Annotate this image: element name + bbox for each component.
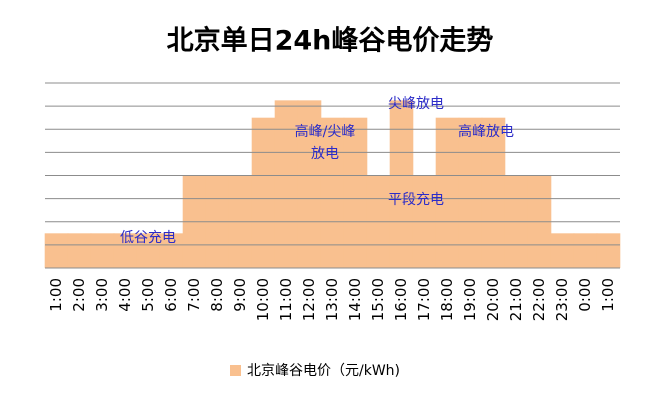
step-segment bbox=[596, 233, 621, 268]
legend-label: 北京峰谷电价（元/kWh) bbox=[247, 363, 400, 379]
x-tick-label: 7:00 bbox=[185, 278, 203, 312]
x-tick-label: 21:00 bbox=[507, 278, 525, 321]
step-segment bbox=[113, 233, 138, 268]
x-tick-label: 1:00 bbox=[599, 278, 617, 312]
step-segment bbox=[274, 100, 299, 268]
x-tick-label: 14:00 bbox=[346, 278, 364, 321]
step-segment bbox=[44, 233, 69, 268]
step-segment bbox=[297, 100, 322, 268]
step-segment bbox=[159, 233, 184, 268]
x-tick-label: 19:00 bbox=[461, 278, 479, 321]
chart-title: 北京单日24h峰谷电价走势 bbox=[167, 25, 494, 57]
x-tick-label: 1:00 bbox=[47, 278, 65, 312]
step-segment bbox=[343, 117, 368, 268]
x-tick-label: 8:00 bbox=[208, 278, 226, 312]
annotation: 高峰放电 bbox=[458, 123, 514, 140]
x-tick-label: 18:00 bbox=[438, 278, 456, 321]
annotation: 放电 bbox=[311, 146, 339, 162]
x-tick-label: 23:00 bbox=[553, 278, 571, 321]
x-tick-label: 16:00 bbox=[392, 278, 410, 321]
x-tick-label: 22:00 bbox=[530, 278, 548, 321]
step-segment bbox=[389, 100, 414, 268]
x-tick-label: 0:00 bbox=[576, 278, 594, 312]
x-tick-label: 10:00 bbox=[254, 278, 272, 321]
x-tick-label: 20:00 bbox=[484, 278, 502, 321]
x-tick-label: 11:00 bbox=[277, 278, 295, 321]
step-segment bbox=[435, 117, 460, 268]
x-tick-label: 5:00 bbox=[139, 278, 157, 312]
x-tick-label: 4:00 bbox=[116, 278, 134, 312]
step-segment bbox=[550, 233, 575, 268]
annotation: 平段充电 bbox=[388, 192, 444, 208]
step-segment bbox=[90, 233, 115, 268]
step-segment bbox=[136, 233, 161, 268]
step-segment bbox=[458, 117, 483, 268]
x-tick-label: 13:00 bbox=[323, 278, 341, 321]
step-segment bbox=[67, 233, 92, 268]
x-tick-label: 17:00 bbox=[415, 278, 433, 321]
x-tick-label: 2:00 bbox=[70, 278, 88, 312]
legend-swatch bbox=[230, 365, 241, 376]
step-segment bbox=[251, 117, 276, 268]
step-segment bbox=[320, 117, 345, 268]
x-tick-label: 12:00 bbox=[300, 278, 318, 321]
x-tick-label: 9:00 bbox=[231, 278, 249, 312]
x-tick-label: 3:00 bbox=[93, 278, 111, 312]
annotation: 低谷充电 bbox=[120, 230, 176, 246]
step-segment bbox=[481, 117, 506, 268]
x-tick-label: 15:00 bbox=[369, 278, 387, 321]
step-segment bbox=[573, 233, 598, 268]
annotation: 高峰/尖峰 bbox=[295, 123, 356, 140]
annotation: 尖峰放电 bbox=[388, 96, 444, 112]
x-tick-label: 6:00 bbox=[162, 278, 180, 312]
